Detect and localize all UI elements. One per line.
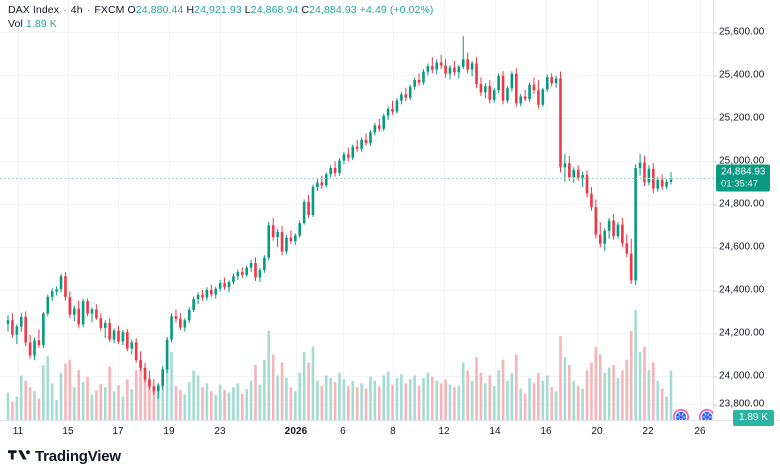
current-price-value: 24,884.93 bbox=[721, 166, 766, 178]
tradingview-wordmark: TradingView bbox=[35, 448, 121, 465]
time-tick-label: 19 bbox=[163, 426, 175, 437]
tradingview-mark-icon bbox=[8, 449, 30, 459]
chart-footer: TradingView bbox=[0, 444, 780, 470]
bar-countdown: 01:35:47 bbox=[721, 178, 758, 189]
legend-change: +4.49 (+0.02%) bbox=[359, 4, 434, 16]
time-tick-label: 11 bbox=[12, 426, 24, 437]
legend-open-key: O bbox=[127, 4, 136, 16]
time-tick-label: 2026 bbox=[284, 426, 308, 437]
time-tick-label: 22 bbox=[642, 426, 654, 437]
tradingview-logo[interactable]: TradingView bbox=[8, 448, 121, 465]
price-axis-border bbox=[713, 0, 714, 420]
legend-open-value: 24,880.44 bbox=[135, 4, 184, 16]
time-tick-label: 16 bbox=[540, 426, 552, 437]
legend-close-value: 24,884.93 bbox=[309, 4, 357, 16]
price-tick-mark bbox=[713, 247, 717, 248]
legend-volume-row: Vol 1.89 K bbox=[8, 18, 434, 31]
price-axis[interactable]: 25,600.00 25,400.00 25,200.00 25,000.00 24,8… bbox=[713, 0, 780, 426]
time-tick-label: 17 bbox=[112, 426, 124, 437]
legend-low-key: L bbox=[244, 4, 251, 16]
time-tick-label: 8 bbox=[390, 426, 396, 437]
legend-separator-1: · bbox=[63, 4, 67, 16]
legend-separator-2: · bbox=[86, 4, 91, 16]
chart-pane[interactable] bbox=[0, 0, 713, 420]
price-tick-label: 24,400.00 bbox=[713, 285, 764, 296]
price-tick-mark bbox=[713, 118, 717, 119]
price-tick-mark bbox=[713, 161, 717, 162]
price-tick-label: 25,000.00 bbox=[713, 156, 764, 167]
price-tick-label: 24,000.00 bbox=[713, 371, 764, 382]
legend-high-value: 24,921.93 bbox=[194, 4, 242, 16]
price-tick-label: 24,800.00 bbox=[713, 199, 764, 210]
time-tick-label: 26 bbox=[694, 426, 706, 437]
price-tick-label: 25,200.00 bbox=[713, 113, 764, 124]
price-tick-mark bbox=[713, 290, 717, 291]
price-tick-mark bbox=[713, 204, 717, 205]
time-tick-label: 23 bbox=[214, 426, 226, 437]
time-axis[interactable]: 11 15 17 19 23 2026 6 8 12 14 16 20 22 26 bbox=[0, 420, 780, 445]
legend-volume-key: Vol bbox=[8, 18, 23, 30]
overlay-layer bbox=[0, 178, 713, 420]
economic-event-marker[interactable] bbox=[699, 409, 713, 420]
time-tick-label: 12 bbox=[438, 426, 450, 437]
price-tick-mark bbox=[713, 32, 717, 33]
current-price-badge[interactable]: 24,884.93 01:35:47 bbox=[716, 164, 770, 192]
grid-layer bbox=[0, 0, 713, 420]
legend-close-key: C bbox=[301, 4, 310, 16]
time-tick-label: 15 bbox=[62, 426, 74, 437]
time-tick-label: 20 bbox=[591, 426, 603, 437]
legend-symbol-row: DAX Index · 4h · FXCM O24,880.44 H24,921… bbox=[8, 4, 434, 17]
price-tick-label: 25,600.00 bbox=[713, 27, 764, 38]
price-tick-label: 24,600.00 bbox=[713, 242, 764, 253]
price-tick-mark bbox=[713, 333, 717, 334]
price-tick-mark bbox=[713, 75, 717, 76]
legend-interval[interactable]: 4h bbox=[70, 4, 83, 16]
price-tick-label: 24,200.00 bbox=[713, 328, 764, 339]
legend-high-key: H bbox=[186, 4, 195, 16]
candlestick-series bbox=[6, 36, 673, 420]
price-tick-label: 23,800.00 bbox=[713, 399, 764, 410]
time-tick-label: 6 bbox=[340, 426, 346, 437]
legend-low-value: 24,868.94 bbox=[250, 4, 299, 16]
legend-symbol[interactable]: DAX Index bbox=[8, 4, 60, 16]
legend-volume-value: 1.89 K bbox=[25, 18, 57, 30]
volume-value-badge[interactable]: 1.89 K bbox=[733, 410, 774, 426]
price-tick-mark bbox=[713, 404, 717, 405]
economic-event-marker[interactable] bbox=[673, 409, 689, 420]
legend-exchange[interactable]: FXCM bbox=[94, 4, 125, 16]
price-tick-label: 25,400.00 bbox=[713, 70, 764, 81]
chart-legend: DAX Index · 4h · FXCM O24,880.44 H24,921… bbox=[8, 4, 434, 31]
time-tick-label: 14 bbox=[489, 426, 501, 437]
price-tick-mark bbox=[713, 376, 717, 377]
